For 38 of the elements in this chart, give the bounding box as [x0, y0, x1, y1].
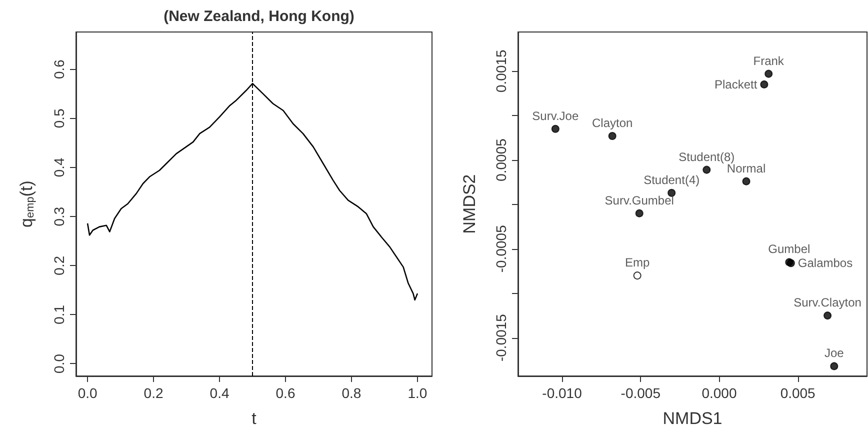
y-tick-label: 0.5 [51, 108, 67, 128]
y-tick-label: -0.0015 [493, 314, 509, 362]
x-tick-label: -0.005 [620, 385, 661, 401]
data-label: Student(4) [644, 172, 700, 187]
data-label: Student(8) [678, 150, 735, 164]
y-axis-title: qemp(t) [17, 180, 36, 228]
x-tick-label: 0.005 [780, 385, 816, 401]
y-tick-label: 0.3 [51, 206, 67, 226]
data-label: Surv.Clayton [794, 296, 862, 310]
y-tick-label: 0.0 [51, 354, 67, 374]
x-tick-label: 0.2 [144, 385, 164, 401]
data-label: Emp [624, 256, 650, 270]
data-label: Frank [753, 54, 785, 68]
x-tick-label: -0.010 [542, 385, 582, 401]
y-tick-label: 0.4 [51, 158, 67, 178]
y-axis-title: NMDS2 [460, 174, 479, 234]
data-label: Plackett [714, 77, 758, 92]
data-label: Surv.Gumbel [604, 193, 674, 208]
data-label: Galambos [798, 256, 853, 270]
x-tick-label: 1.0 [408, 385, 428, 401]
data-label: Gumbel [768, 242, 810, 256]
y-tick-label: -0.0005 [493, 224, 509, 273]
data-label: Clayton [592, 116, 633, 130]
y-tick-label: 0.0005 [493, 138, 509, 182]
y-tick-label: 0.0015 [493, 49, 509, 93]
x-tick-label: 0.0 [78, 385, 98, 401]
data-label: Surv.Joe [532, 108, 579, 123]
data-label: Joe [824, 346, 844, 360]
x-tick-label: 0.8 [342, 385, 362, 401]
y-tick-label: 0.1 [51, 304, 67, 324]
x-tick-label: 0.6 [276, 385, 296, 401]
y-tick-label: 0.2 [51, 256, 67, 276]
x-axis-title: NMDS1 [662, 409, 722, 428]
x-tick-label: 0.000 [702, 385, 737, 401]
x-axis-title: t [252, 409, 257, 428]
chart-title: (New Zealand, Hong Kong) [164, 8, 354, 25]
y-tick-label: 0.6 [51, 59, 67, 80]
x-tick-label: 0.4 [210, 385, 230, 401]
